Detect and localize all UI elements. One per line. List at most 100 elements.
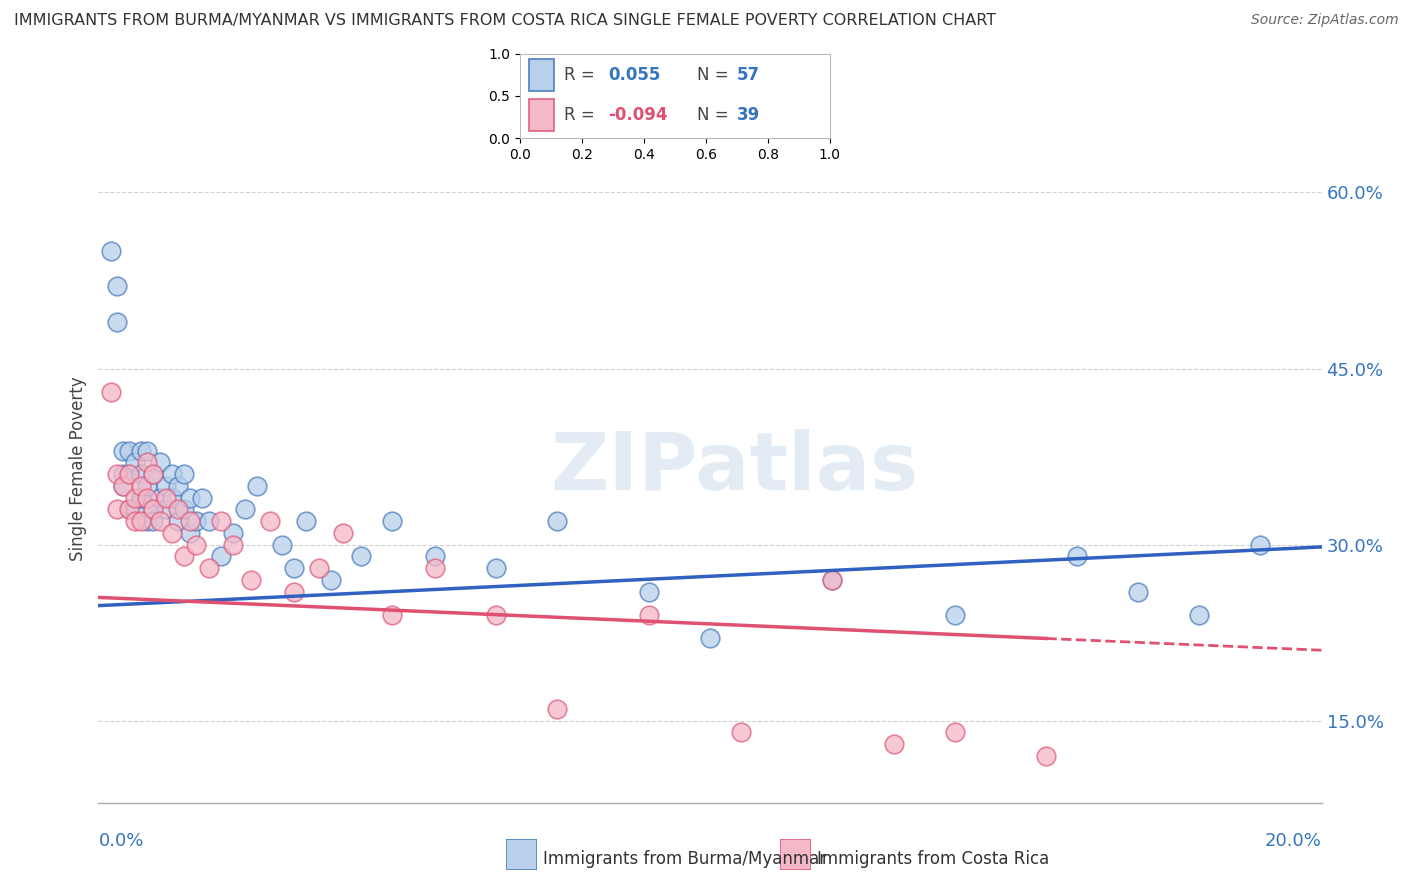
Text: 20.0%: 20.0% bbox=[1265, 832, 1322, 850]
Point bbox=[381, 514, 404, 528]
Point bbox=[124, 502, 146, 516]
Point bbox=[821, 573, 844, 587]
Point bbox=[240, 573, 263, 587]
Point bbox=[111, 443, 134, 458]
Point bbox=[100, 244, 122, 259]
Point bbox=[124, 455, 146, 469]
Point bbox=[142, 502, 165, 516]
Point bbox=[173, 549, 195, 564]
Bar bbox=[530, 59, 554, 91]
Point bbox=[179, 514, 201, 528]
Point bbox=[105, 502, 128, 516]
Point bbox=[246, 479, 269, 493]
Point bbox=[142, 467, 165, 482]
Point bbox=[283, 561, 305, 575]
Point bbox=[233, 502, 256, 516]
Point bbox=[118, 467, 141, 482]
Point bbox=[637, 607, 661, 622]
Point bbox=[381, 607, 404, 622]
Point bbox=[118, 467, 141, 482]
Point bbox=[142, 502, 165, 516]
Point bbox=[730, 725, 752, 739]
Point bbox=[136, 455, 159, 469]
Point bbox=[124, 491, 146, 505]
Point bbox=[308, 561, 330, 575]
Point bbox=[173, 502, 195, 516]
Point bbox=[1249, 538, 1271, 552]
Point bbox=[136, 514, 159, 528]
Point bbox=[118, 502, 141, 516]
Point bbox=[209, 549, 232, 564]
Point bbox=[173, 467, 195, 482]
Point bbox=[136, 491, 159, 505]
Point bbox=[209, 514, 232, 528]
Point bbox=[637, 584, 661, 599]
Point bbox=[111, 467, 134, 482]
Point bbox=[943, 607, 966, 622]
Point bbox=[149, 514, 172, 528]
Point bbox=[485, 607, 508, 622]
Point bbox=[155, 502, 177, 516]
Point bbox=[179, 525, 201, 540]
Point bbox=[270, 538, 292, 552]
Point bbox=[118, 443, 141, 458]
Point bbox=[485, 561, 508, 575]
Point bbox=[129, 514, 152, 528]
Text: -0.094: -0.094 bbox=[609, 106, 668, 124]
Point bbox=[105, 467, 128, 482]
Point bbox=[111, 479, 134, 493]
Point bbox=[1128, 584, 1150, 599]
Point bbox=[699, 632, 721, 646]
Point bbox=[1188, 607, 1211, 622]
Point bbox=[129, 491, 152, 505]
Point bbox=[129, 479, 152, 493]
Point bbox=[149, 455, 172, 469]
Point bbox=[883, 737, 905, 751]
Point bbox=[124, 514, 146, 528]
Point bbox=[1035, 748, 1057, 763]
Text: N =: N = bbox=[696, 66, 734, 84]
Point bbox=[155, 491, 177, 505]
Point bbox=[136, 479, 159, 493]
Point bbox=[319, 573, 342, 587]
Point bbox=[197, 561, 219, 575]
Point bbox=[295, 514, 318, 528]
Point bbox=[142, 514, 165, 528]
Point bbox=[179, 491, 201, 505]
Point bbox=[191, 491, 214, 505]
Text: ZIPatlas: ZIPatlas bbox=[550, 429, 918, 508]
Point bbox=[100, 384, 122, 399]
Point bbox=[142, 467, 165, 482]
Text: 0.055: 0.055 bbox=[609, 66, 661, 84]
Point bbox=[350, 549, 373, 564]
Point bbox=[160, 491, 183, 505]
Point bbox=[821, 573, 844, 587]
Text: R =: R = bbox=[564, 66, 599, 84]
Point bbox=[186, 538, 208, 552]
Text: R =: R = bbox=[564, 106, 599, 124]
Point bbox=[105, 279, 128, 293]
Point bbox=[423, 549, 446, 564]
Y-axis label: Single Female Poverty: Single Female Poverty bbox=[69, 376, 87, 560]
Point bbox=[943, 725, 966, 739]
Point bbox=[167, 502, 190, 516]
Point bbox=[111, 479, 134, 493]
Point bbox=[186, 514, 208, 528]
Point bbox=[197, 514, 219, 528]
Point bbox=[332, 525, 354, 540]
Point bbox=[167, 514, 190, 528]
Point bbox=[155, 479, 177, 493]
Point bbox=[1066, 549, 1088, 564]
Text: 57: 57 bbox=[737, 66, 759, 84]
Point bbox=[160, 467, 183, 482]
Point bbox=[167, 479, 190, 493]
Point bbox=[149, 491, 172, 505]
Point bbox=[160, 525, 183, 540]
Point bbox=[546, 702, 568, 716]
Point bbox=[222, 538, 245, 552]
Text: 0.0%: 0.0% bbox=[98, 832, 143, 850]
Text: N =: N = bbox=[696, 106, 734, 124]
Point bbox=[136, 443, 159, 458]
Point bbox=[105, 315, 128, 329]
Point bbox=[129, 467, 152, 482]
